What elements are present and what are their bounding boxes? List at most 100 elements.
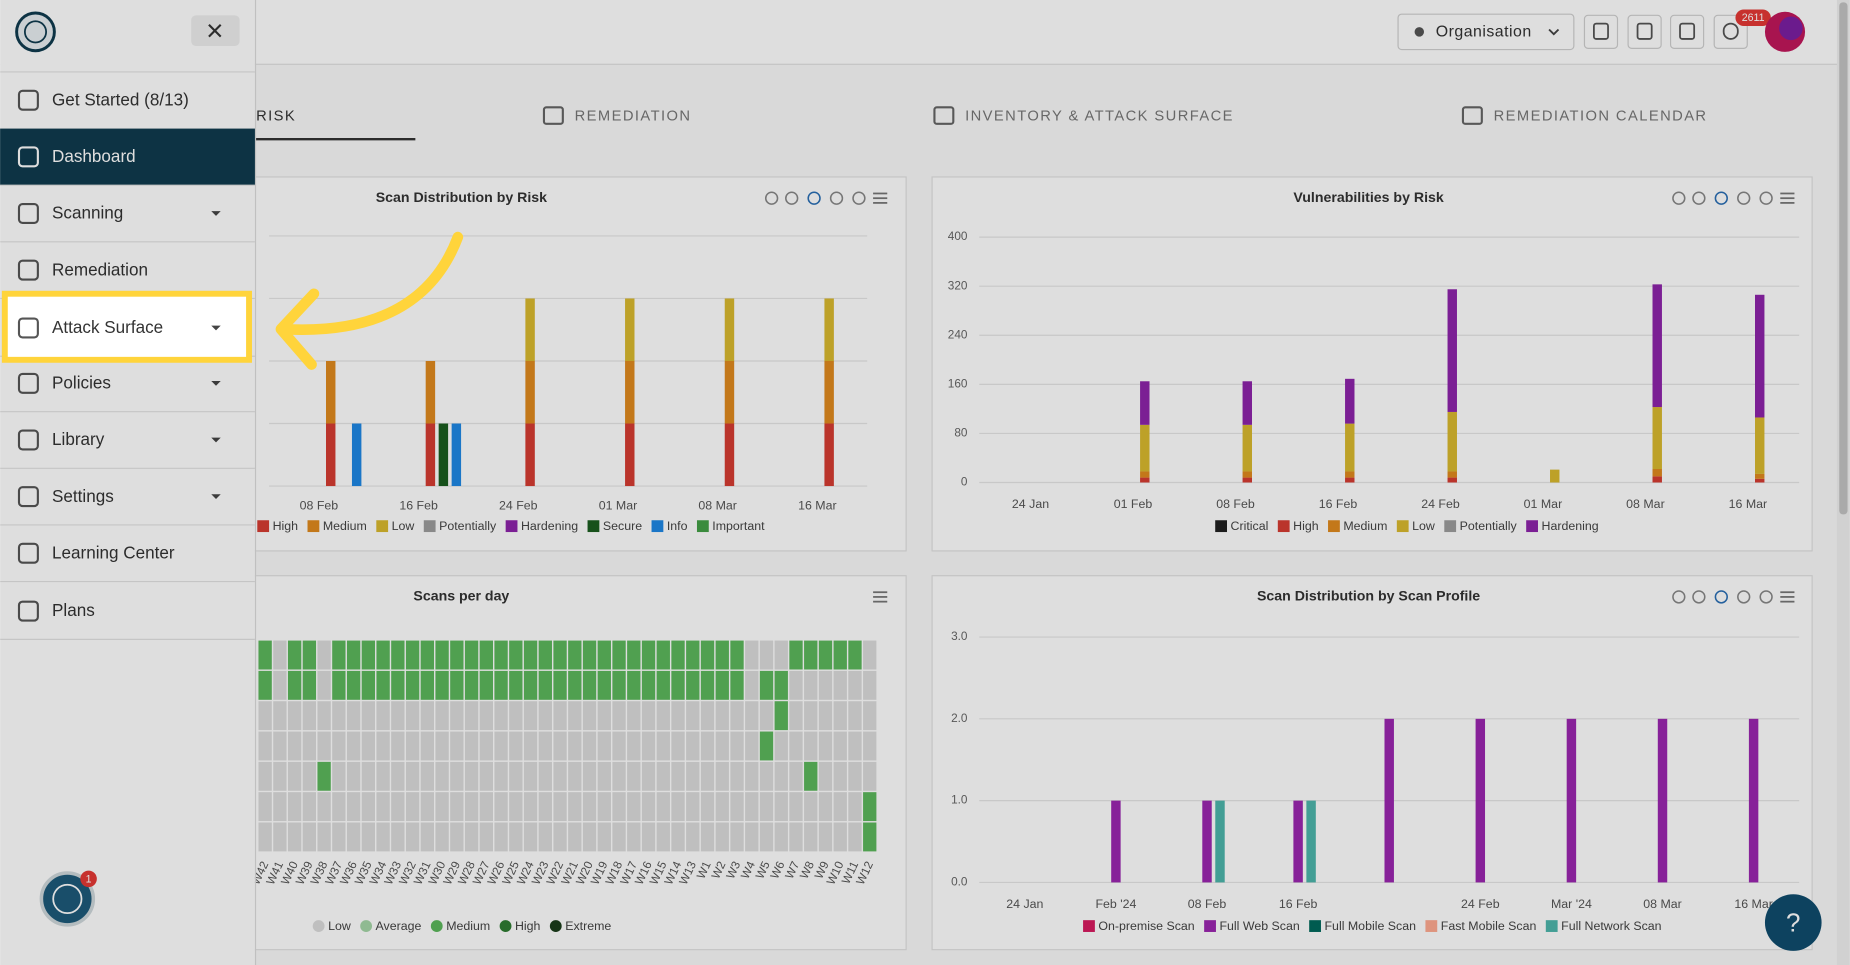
tab-label[interactable]: REMEDIATION	[575, 109, 692, 125]
menu-item[interactable]: Dashboard	[52, 147, 136, 166]
legend-label[interactable]: On-premise Scan	[1098, 919, 1194, 933]
x-tick-label: 08 Feb	[1216, 497, 1255, 511]
heatmap-cell	[420, 822, 435, 852]
heatmap-cell	[863, 761, 877, 791]
menu-item[interactable]: Library	[52, 430, 105, 449]
chart-tool[interactable]	[1737, 590, 1751, 604]
tab-label[interactable]: INVENTORY & ATTACK SURFACE	[965, 109, 1234, 125]
legend-label[interactable]: Medium	[1343, 519, 1387, 533]
heatmap-cell	[479, 670, 493, 700]
chart-tool[interactable]	[1672, 590, 1686, 604]
heatmap-cell	[759, 670, 774, 700]
chart-tool[interactable]	[1714, 191, 1728, 205]
heatmap-cell	[612, 822, 626, 852]
menu-item[interactable]: Learning Center	[52, 543, 175, 562]
chart-tool[interactable]	[1737, 191, 1751, 205]
bottom-logo[interactable]	[39, 871, 96, 927]
guide-arrowhead	[275, 288, 320, 370]
heatmap-cell	[509, 822, 523, 852]
legend-label[interactable]: Potentially	[439, 519, 497, 533]
chart-tool[interactable]	[1714, 590, 1728, 604]
x-tick-label: Feb '24	[1095, 897, 1136, 911]
legend-label[interactable]: Important	[712, 519, 765, 533]
chart-tool[interactable]	[807, 191, 821, 205]
header-icon-button[interactable]	[1627, 14, 1662, 49]
heatmap-cell	[818, 792, 833, 822]
heatmap-cell	[582, 701, 597, 731]
legend-label[interactable]: Average	[376, 919, 422, 933]
legend-label[interactable]: Hardening	[1542, 519, 1599, 533]
menu-item[interactable]: Plans	[52, 601, 95, 620]
heatmap-cell	[627, 701, 641, 731]
legend-marker	[257, 520, 270, 533]
legend-label[interactable]: Fast Mobile Scan	[1441, 919, 1537, 933]
organisation-select[interactable]	[1397, 13, 1575, 51]
heatmap-cell	[730, 701, 744, 731]
legend-label[interactable]: Secure	[603, 519, 642, 533]
legend-label[interactable]: High	[1293, 519, 1319, 533]
heatmap-cell	[671, 822, 685, 852]
chart-tool[interactable]	[1759, 590, 1773, 604]
heatmap-cell	[450, 822, 464, 852]
help-button[interactable]	[1764, 894, 1822, 951]
header-icon-button[interactable]	[1583, 14, 1619, 49]
menu-item[interactable]: Get Started (8/13)	[52, 90, 189, 109]
bar	[1242, 471, 1252, 478]
chart-tool[interactable]	[1672, 191, 1686, 205]
menu-item[interactable]: Settings	[52, 487, 114, 506]
legend-label[interactable]: Hardening	[521, 519, 578, 533]
scrollbar-thumb[interactable]	[1839, 2, 1848, 515]
heatmap-cell	[346, 792, 361, 822]
heatmap-cell	[804, 701, 818, 731]
menu-item[interactable]: Attack Surface	[52, 318, 163, 337]
heatmap-cell	[774, 701, 788, 731]
legend-label[interactable]: Low	[392, 519, 415, 533]
menu-item[interactable]: Scanning	[52, 204, 123, 223]
legend-label[interactable]: Extreme	[565, 919, 611, 933]
tab-label[interactable]: REMEDIATION CALENDAR	[1494, 109, 1708, 125]
heatmap-cell	[538, 761, 552, 791]
legend-label[interactable]: Potentially	[1460, 519, 1518, 533]
heatmap-cell	[302, 731, 317, 761]
legend-label[interactable]: Low	[1412, 519, 1435, 533]
legend-label[interactable]: Medium	[323, 519, 367, 533]
heatmap-cell	[376, 792, 390, 822]
bar	[1140, 424, 1150, 472]
tab-label[interactable]: RISK	[256, 109, 296, 125]
menu-item[interactable]: Policies	[52, 374, 111, 393]
legend-label[interactable]: Info	[667, 519, 688, 533]
chart-tool[interactable]	[764, 191, 779, 205]
heatmap-cell	[700, 792, 715, 822]
bar	[1652, 407, 1662, 470]
chart-tool[interactable]	[829, 191, 844, 205]
chart-title: Scans per day	[413, 588, 509, 604]
legend-label[interactable]: Full Mobile Scan	[1325, 919, 1417, 933]
header-icon-button[interactable]	[1669, 14, 1705, 49]
heatmap-cell	[804, 670, 818, 700]
heatmap-cell	[494, 701, 508, 731]
chart-tool[interactable]	[785, 191, 799, 205]
heatmap-cell	[317, 822, 331, 852]
legend-label[interactable]: Medium	[446, 919, 490, 933]
heatmap-cell	[273, 731, 287, 761]
menu-item[interactable]: Remediation	[52, 260, 148, 279]
legend-label[interactable]: Critical	[1231, 519, 1269, 533]
legend-label[interactable]: High	[273, 519, 299, 533]
heatmap-cell	[789, 701, 803, 731]
heatmap-cell	[538, 640, 552, 670]
legend-label[interactable]: High	[515, 919, 541, 933]
heatmap-cell	[656, 822, 670, 852]
legend-label[interactable]: Full Web Scan	[1219, 919, 1299, 933]
heatmap-cell	[686, 701, 700, 731]
chart-tool[interactable]	[1692, 590, 1706, 604]
legend-label[interactable]: Low	[328, 919, 351, 933]
chart-tool[interactable]	[1759, 191, 1773, 205]
bar	[1652, 469, 1662, 477]
heatmap-cell	[818, 731, 833, 761]
heatmap-cell	[361, 701, 376, 731]
chart-tool[interactable]	[1692, 191, 1706, 205]
x-tick-label: 08 Feb	[300, 498, 339, 512]
legend-label[interactable]: Full Network Scan	[1561, 919, 1662, 933]
chart-tool[interactable]	[852, 191, 866, 205]
bar	[1748, 718, 1759, 883]
